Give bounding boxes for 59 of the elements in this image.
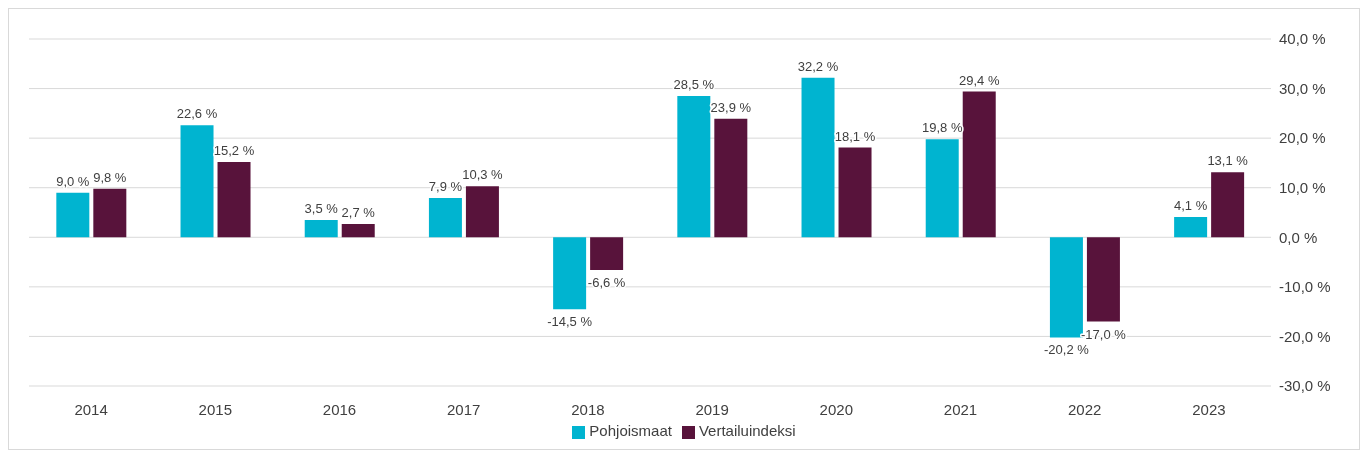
bar: [838, 147, 872, 238]
bar: [93, 188, 127, 238]
x-tick-label: 2023: [1192, 400, 1226, 418]
bar: [180, 125, 214, 238]
y-tick-label: 0,0 %: [1279, 228, 1318, 246]
data-label: 28,5 %: [673, 77, 715, 93]
bar: [428, 198, 462, 238]
data-label: 18,1 %: [834, 128, 876, 144]
data-label: 15,2 %: [213, 142, 255, 158]
x-tick-label: 2021: [943, 400, 978, 418]
legend-label: Vertailuindeksi: [698, 422, 796, 439]
x-tick-label: 2018: [571, 400, 605, 418]
bar: [1211, 172, 1245, 238]
data-label: 13,1 %: [1207, 153, 1249, 169]
y-tick-label: -30,0 %: [1279, 377, 1331, 395]
data-label: 4,1 %: [1174, 197, 1208, 213]
bar: [925, 139, 959, 238]
bar: [677, 96, 711, 238]
legend-label: Pohjoismaat: [589, 422, 672, 439]
x-tick-label: 2022: [1068, 400, 1102, 418]
y-tick-label: -10,0 %: [1279, 278, 1331, 296]
x-tick-label: 2019: [695, 400, 729, 418]
bar: [714, 118, 748, 238]
data-label: 3,5 %: [304, 200, 339, 216]
data-label: -20,2 %: [1044, 342, 1090, 358]
data-label: 7,9 %: [428, 179, 463, 195]
data-label: -14,5 %: [547, 314, 593, 330]
y-tick-label: -20,0 %: [1279, 327, 1331, 345]
bar: [962, 91, 996, 238]
bar: [465, 186, 499, 238]
bar: [217, 161, 251, 238]
data-label: 23,9 %: [710, 99, 752, 115]
data-label: -6,6 %: [587, 275, 626, 290]
x-tick-label: 2015: [198, 400, 232, 418]
bar: [341, 223, 375, 238]
bar: [1086, 237, 1120, 322]
data-label: 2,7 %: [341, 204, 376, 220]
bar: [1174, 216, 1208, 238]
bar: [304, 219, 338, 238]
x-tick-label: 2016: [322, 400, 357, 418]
bar: [1049, 237, 1083, 338]
y-tick-label: 10,0 %: [1279, 179, 1326, 197]
data-label: 9,0 %: [56, 173, 90, 189]
bar: [801, 77, 835, 238]
data-label: 10,3 %: [462, 167, 504, 183]
data-label: 29,4 %: [958, 72, 1000, 88]
x-tick-label: 2017: [447, 400, 481, 418]
data-label: 9,8 %: [93, 169, 127, 185]
bar: [56, 192, 90, 238]
data-label: 19,8 %: [921, 120, 963, 136]
data-label: 32,2 %: [797, 58, 839, 74]
data-label: 22,6 %: [176, 106, 218, 122]
y-tick-label: 40,0 %: [1279, 30, 1326, 48]
x-tick-label: 2014: [74, 400, 108, 418]
y-tick-label: 30,0 %: [1279, 79, 1326, 97]
y-tick-label: 20,0 %: [1279, 129, 1326, 147]
bar: [590, 237, 624, 270]
bar: [553, 237, 587, 310]
x-tick-label: 2020: [819, 400, 853, 418]
